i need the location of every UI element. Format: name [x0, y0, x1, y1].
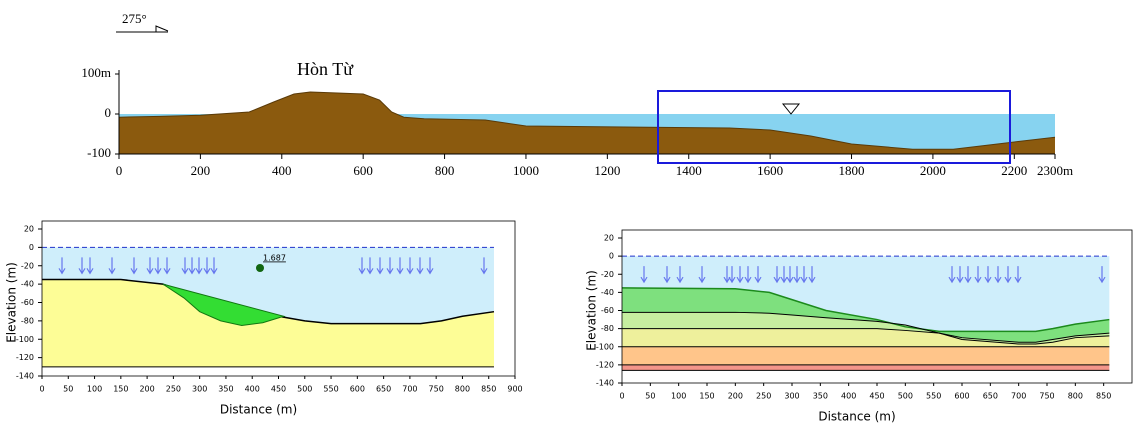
y-tick-label: -40	[21, 280, 34, 289]
y-tick-label: 0	[609, 252, 614, 261]
x-tick-label: 1600	[757, 163, 783, 178]
x-tick-label: 2300m	[1037, 163, 1073, 178]
x-tick-label: 850	[1096, 392, 1111, 401]
fos-marker	[256, 264, 264, 272]
x-tick-label: 650	[983, 392, 998, 401]
x-tick-label: 450	[271, 385, 286, 394]
x-tick-label: 800	[435, 163, 455, 178]
x-tick-label: 1400	[676, 163, 702, 178]
x-tick-label: 250	[756, 392, 771, 401]
x-axis-title: Distance (m)	[818, 410, 895, 423]
fos-label: 1.687	[263, 254, 286, 263]
figure: 275° Hòn Từ 0200400600800100012001400160…	[0, 0, 1140, 423]
y-tick-label: -140	[16, 372, 34, 381]
x-tick-label: 350	[218, 385, 233, 394]
y-tick-label: -100	[596, 342, 614, 351]
layer-fill	[622, 347, 1109, 365]
x-tick-label: 150	[699, 392, 714, 401]
x-tick-label: 600	[350, 385, 365, 394]
x-tick-label: 400	[841, 392, 856, 401]
y-tick-label: 20	[24, 225, 34, 234]
x-tick-label: 0	[619, 392, 624, 401]
x-tick-label: 850	[481, 385, 496, 394]
x-tick-label: 400	[272, 163, 292, 178]
x-tick-label: 1800	[839, 163, 865, 178]
x-tick-label: 0	[39, 385, 44, 394]
x-tick-label: 650	[376, 385, 391, 394]
x-tick-label: 250	[166, 385, 181, 394]
y-tick-label: 20	[604, 234, 614, 243]
x-tick-label: 550	[926, 392, 941, 401]
x-tick-label: 600	[353, 163, 373, 178]
x-tick-label: 2000	[920, 163, 946, 178]
x-tick-label: 350	[813, 392, 828, 401]
y-tick-label: -100	[87, 145, 111, 160]
x-tick-label: 300	[784, 392, 799, 401]
x-tick-label: 750	[429, 385, 444, 394]
x-tick-label: 550	[323, 385, 338, 394]
y-tick-label: 0	[29, 243, 34, 252]
y-tick-label: -80	[601, 324, 614, 333]
y-tick-label: -120	[16, 353, 34, 362]
azimuth-label: 275°	[122, 11, 147, 26]
x-tick-label: 750	[1039, 392, 1054, 401]
x-tick-label: 700	[402, 385, 417, 394]
y-tick-label: 0	[105, 105, 112, 120]
x-tick-label: 600	[954, 392, 969, 401]
x-tick-label: 200	[728, 392, 743, 401]
y-axis-title: Elevation (m)	[5, 262, 19, 343]
x-tick-label: 300	[192, 385, 207, 394]
x-tick-label: 450	[869, 392, 884, 401]
x-tick-label: 500	[898, 392, 913, 401]
x-tick-label: 200	[191, 163, 211, 178]
x-tick-label: 100	[671, 392, 686, 401]
y-axis-title: Elevation (m)	[585, 270, 599, 351]
x-tick-label: 50	[63, 385, 73, 394]
y-tick-label: -140	[596, 379, 614, 388]
x-tick-label: 1000	[513, 163, 539, 178]
x-tick-label: 800	[1068, 392, 1083, 401]
x-tick-label: 800	[455, 385, 470, 394]
x-tick-label: 500	[297, 385, 312, 394]
y-tick-label: -60	[601, 306, 614, 315]
y-tick-label: -120	[596, 360, 614, 369]
layer-fill	[622, 365, 1109, 370]
peak-label: Hòn Từ	[297, 59, 354, 79]
y-tick-label: -80	[21, 316, 34, 325]
x-tick-label: 0	[116, 163, 123, 178]
x-tick-label: 50	[645, 392, 655, 401]
x-tick-label: 100	[87, 385, 102, 394]
x-tick-label: 1200	[594, 163, 620, 178]
y-tick-label: -20	[601, 270, 614, 279]
x-axis-title: Distance (m)	[220, 403, 297, 417]
x-tick-label: 900	[507, 385, 522, 394]
y-tick-label: -20	[21, 261, 34, 270]
water-marker	[783, 104, 799, 114]
y-tick-label: 100m	[81, 65, 111, 80]
y-tick-label: -60	[21, 298, 34, 307]
y-tick-label: -100	[16, 335, 34, 344]
y-tick-label: -40	[601, 288, 614, 297]
x-tick-label: 400	[245, 385, 260, 394]
azimuth-arrow	[116, 26, 168, 32]
x-tick-label: 150	[113, 385, 128, 394]
x-tick-label: 700	[1011, 392, 1026, 401]
x-tick-label: 200	[139, 385, 154, 394]
x-tick-label: 2200	[1001, 163, 1027, 178]
